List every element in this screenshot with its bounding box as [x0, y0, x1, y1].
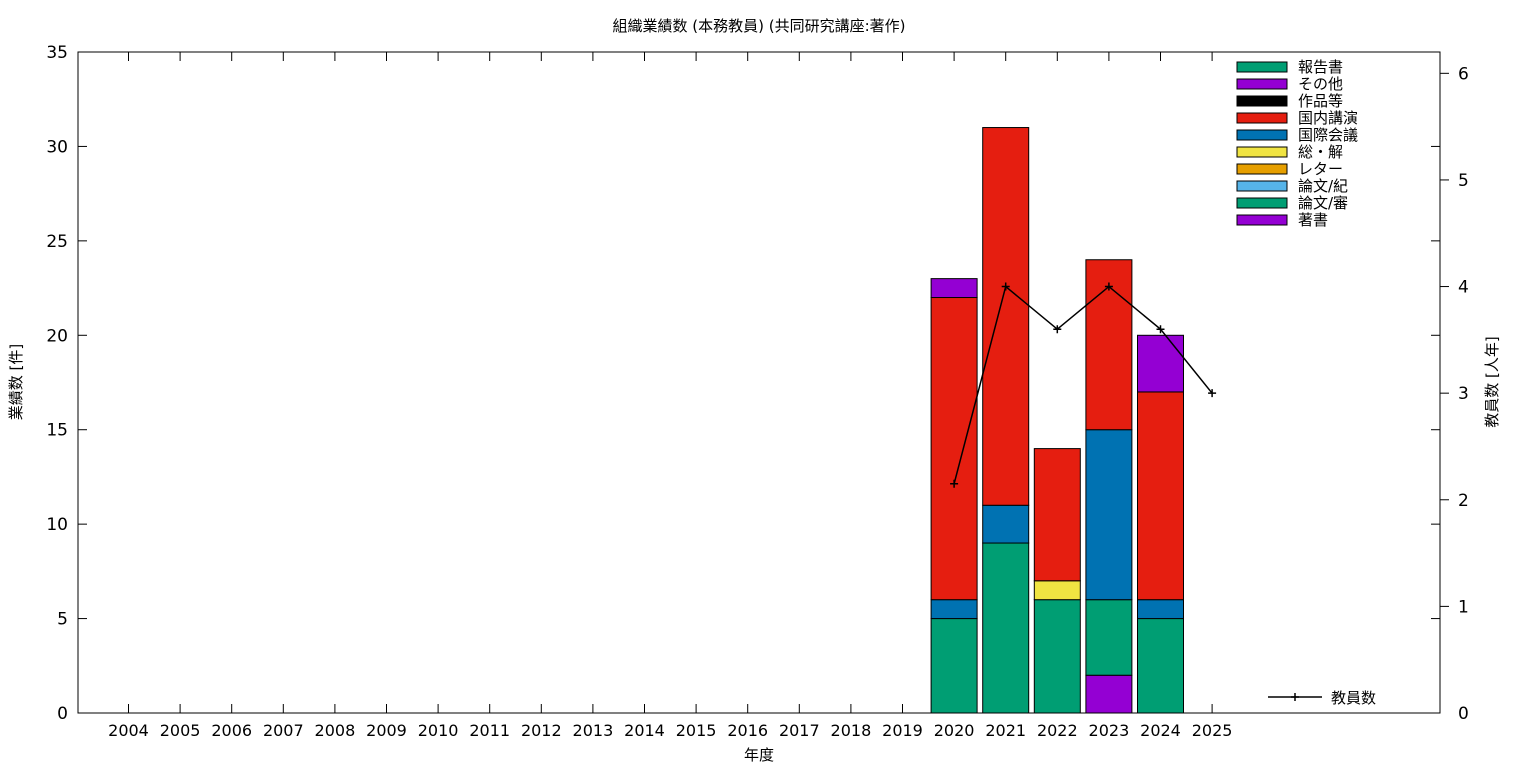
legend-swatch [1236, 78, 1288, 90]
y2-tick-label: 1 [1458, 597, 1469, 617]
y-axis-label: 業績数 [件] [7, 344, 25, 420]
legend-swatch [1236, 214, 1288, 226]
y-tick-label: 5 [57, 610, 68, 630]
bar-segment [1137, 391, 1184, 601]
bar-segment [930, 599, 978, 620]
bar-segment [982, 127, 1030, 506]
line-point-marker [950, 479, 959, 488]
x-tick-label: 2008 [315, 721, 356, 740]
x-tick-label: 2018 [831, 721, 872, 740]
legend-label: 国内講演 [1298, 109, 1358, 127]
y-tick-label: 20 [46, 326, 68, 346]
x-tick-label: 2010 [418, 721, 459, 740]
bar-segment [1085, 429, 1133, 601]
x-tick-label: 2006 [211, 721, 252, 740]
x-tick-label: 2019 [882, 721, 923, 740]
bar-segment [982, 504, 1030, 544]
legend-label: 報告書 [1298, 58, 1343, 76]
bar-segment [1033, 580, 1081, 601]
bars-layer [930, 127, 1184, 714]
x-tick-label: 2016 [727, 721, 768, 740]
bar-segment [1085, 674, 1133, 714]
plot-frame [77, 51, 1441, 714]
bar-segment [930, 297, 978, 601]
legend-label: 作品等 [1298, 92, 1343, 110]
legend-label: 著書 [1298, 211, 1328, 229]
x-tick-label: 2017 [779, 721, 820, 740]
x-tick-label: 2013 [573, 721, 614, 740]
legend-label: 論文/紀 [1298, 177, 1348, 195]
bar-segment [1085, 599, 1133, 676]
legend-label: 国際会議 [1298, 126, 1358, 144]
line-point-marker [1156, 325, 1165, 334]
line-layer [950, 282, 1217, 488]
x-tick-label: 2009 [366, 721, 407, 740]
x-tick-label: 2024 [1140, 721, 1181, 740]
legend-label: 総・解 [1298, 143, 1343, 161]
x-axis-label: 年度 [744, 746, 774, 764]
legend-swatch [1236, 146, 1288, 158]
y2-tick-label: 2 [1458, 491, 1469, 511]
y-tick-label: 25 [46, 232, 68, 252]
legend-swatch [1236, 112, 1288, 124]
x-tick-label: 2025 [1192, 721, 1233, 740]
bar-segment [1033, 599, 1081, 714]
y-tick-label: 30 [46, 137, 68, 157]
bar-segment [1137, 599, 1184, 620]
legend-label: レター [1298, 160, 1343, 178]
legend-line-label: 教員数 [1331, 689, 1376, 707]
legend-swatch [1236, 61, 1288, 73]
y2-tick-label: 6 [1458, 64, 1469, 84]
legend-swatch [1236, 180, 1288, 192]
x-tick-label: 2004 [108, 721, 149, 740]
legend-swatch [1236, 129, 1288, 141]
x-tick-label: 2020 [934, 721, 975, 740]
line-point-marker [1053, 325, 1062, 334]
legend-swatch [1236, 163, 1288, 175]
y2-tick-label: 0 [1458, 704, 1469, 724]
bar-segment [930, 618, 978, 714]
y2-axis-label: 教員数 [人年] [1483, 336, 1501, 427]
legend-swatch [1236, 95, 1288, 107]
y-tick-label: 0 [57, 704, 68, 724]
bar-segment [1033, 448, 1081, 582]
bar-segment [982, 542, 1030, 714]
x-tick-label: 2011 [469, 721, 510, 740]
x-tick-label: 2022 [1037, 721, 1078, 740]
legend-line-marker [1291, 693, 1299, 701]
chart-title: 組織業績数 (本務教員) (共同研究講座:著作) [613, 17, 906, 35]
x-tick-label: 2014 [624, 721, 665, 740]
line-point-marker [1001, 282, 1010, 291]
x-tick-label: 2023 [1089, 721, 1130, 740]
x-tick-label: 2015 [676, 721, 717, 740]
line-point-marker [1208, 389, 1217, 398]
legend-swatch [1236, 197, 1288, 209]
bar-segment [930, 278, 978, 299]
x-tick-label: 2007 [263, 721, 304, 740]
y-tick-label: 35 [46, 43, 68, 63]
legend-label: その他 [1298, 75, 1343, 93]
line-point-marker [1104, 282, 1113, 291]
bar-segment [1137, 334, 1184, 393]
y-tick-label: 15 [46, 421, 68, 441]
bar-segment [1137, 618, 1184, 714]
y2-tick-label: 5 [1458, 171, 1469, 191]
x-tick-label: 2012 [521, 721, 562, 740]
y2-tick-label: 3 [1458, 384, 1469, 404]
x-tick-label: 2021 [985, 721, 1026, 740]
y-tick-label: 10 [46, 515, 68, 535]
x-tick-label: 2005 [160, 721, 201, 740]
y2-tick-label: 4 [1458, 278, 1469, 298]
legend-label: 論文/審 [1298, 194, 1348, 212]
line-series [953, 285, 1213, 484]
